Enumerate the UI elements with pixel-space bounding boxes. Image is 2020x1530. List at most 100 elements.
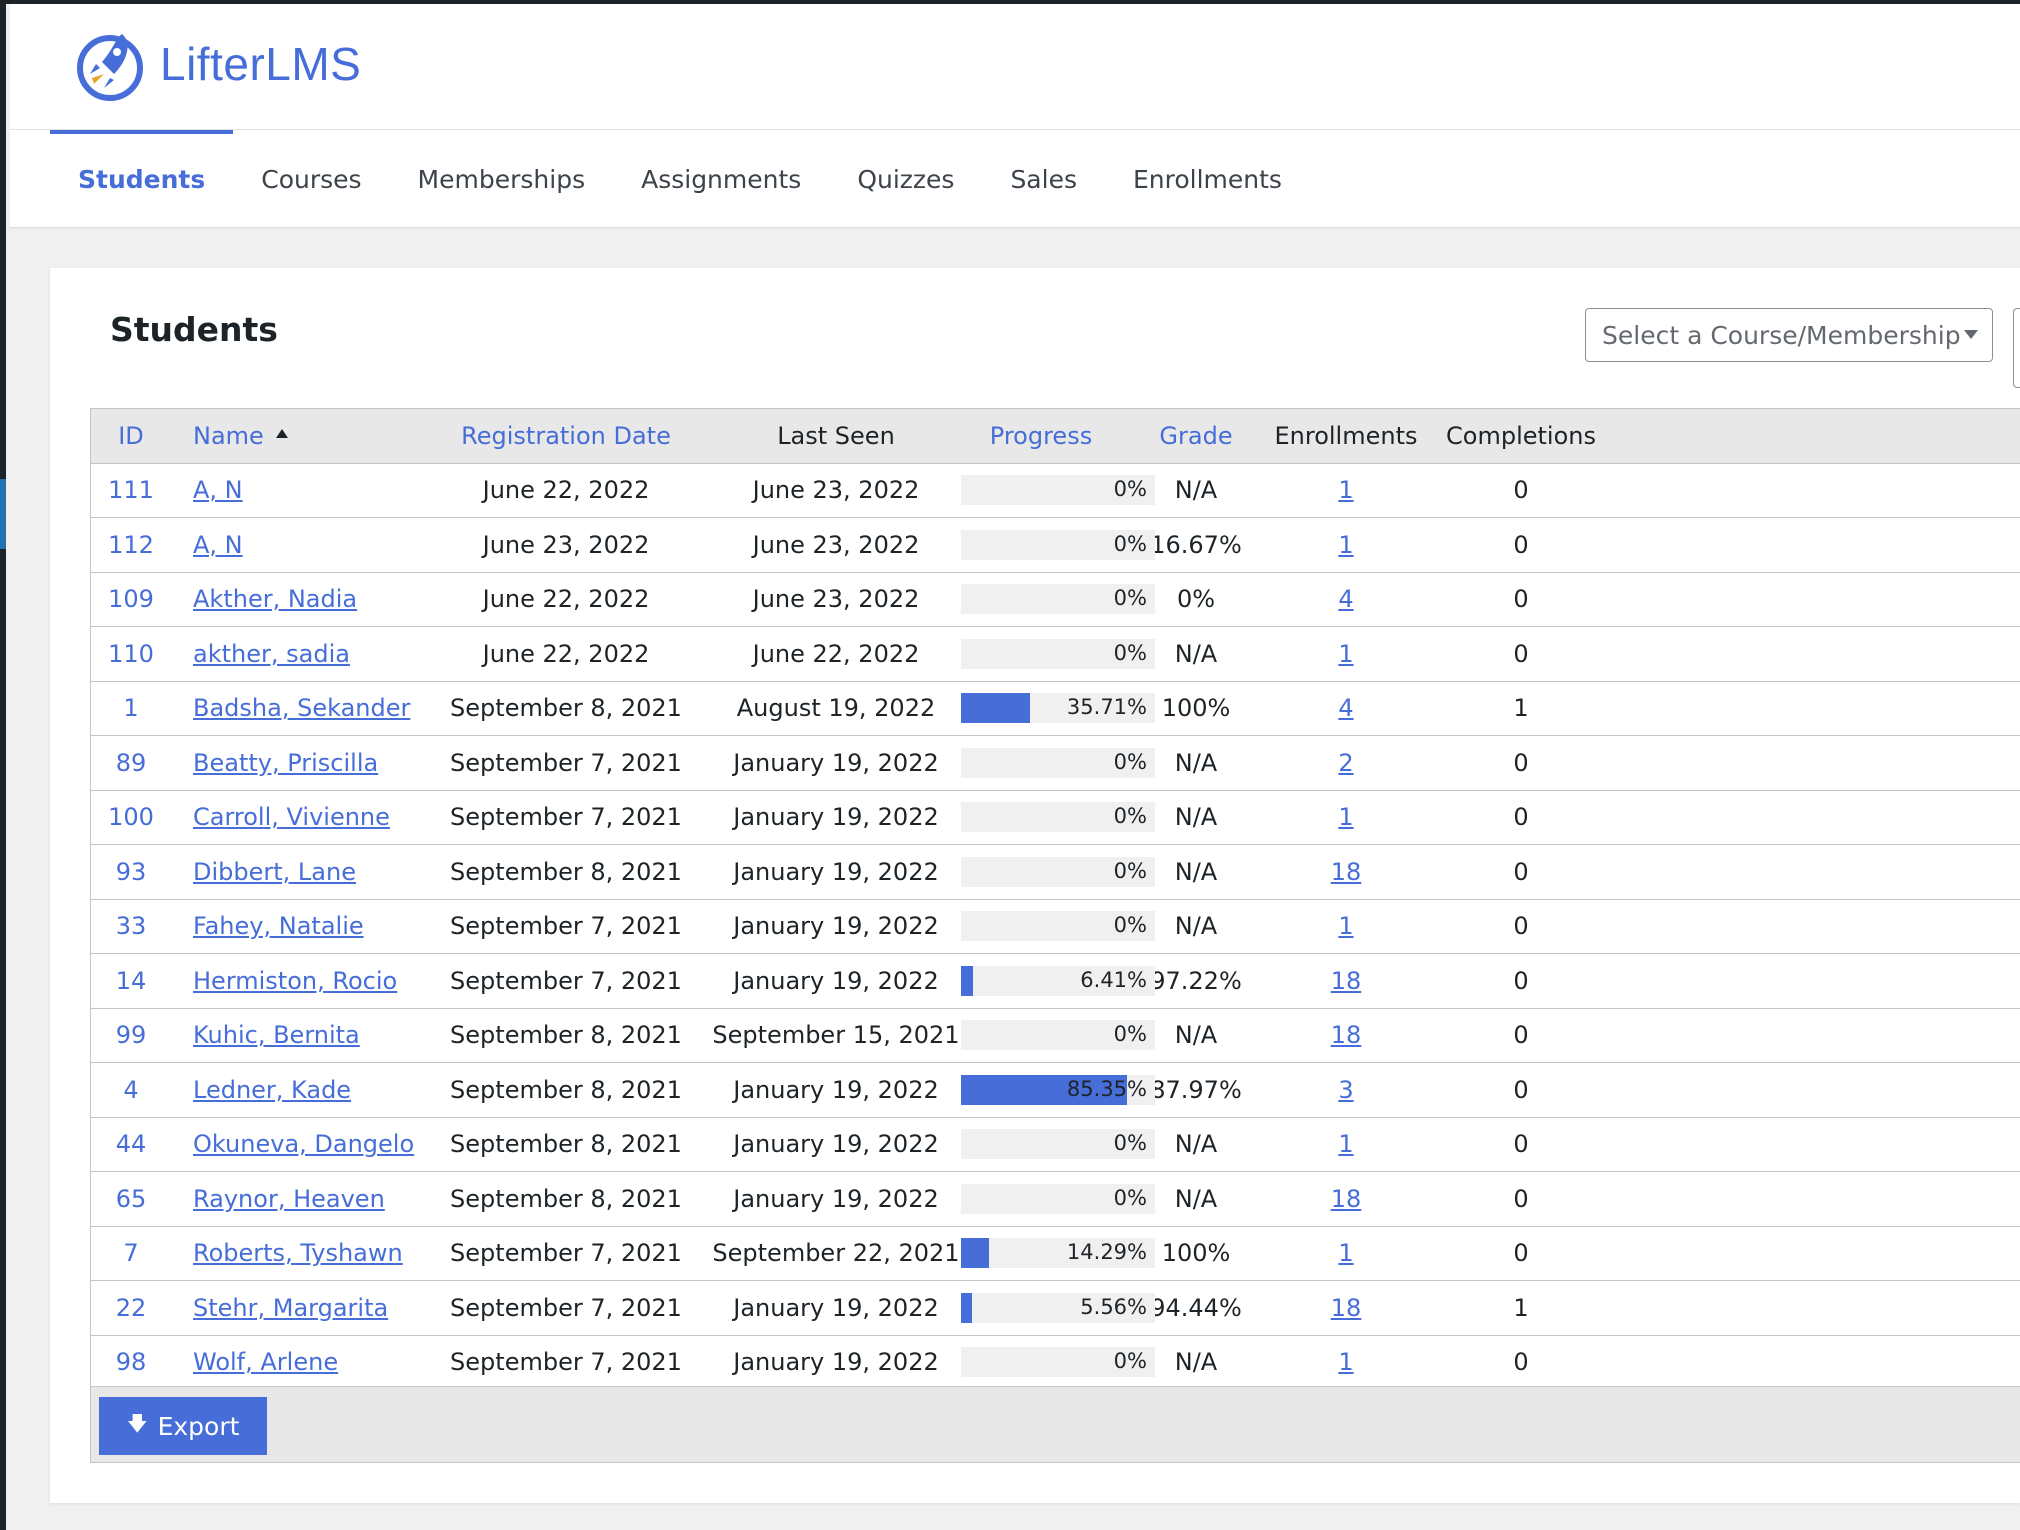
enrollments-link[interactable]: 4 <box>1338 585 1354 614</box>
registration-date: September 7, 2021 <box>450 803 682 832</box>
progress-bar: 0% <box>961 856 1155 887</box>
enrollments-link[interactable]: 18 <box>1330 857 1362 886</box>
student-name-link[interactable]: Carroll, Vivienne <box>193 803 390 832</box>
reports-nav: Students Courses Memberships Assignments Qui… <box>10 130 2020 228</box>
cell-id: 109 <box>91 572 171 627</box>
student-name-link[interactable]: akther, sadia <box>193 639 350 668</box>
cell-grade: 100% <box>1121 1226 1271 1281</box>
progress-value: 0% <box>1113 1185 1147 1210</box>
table-row: 98 Wolf, Arlene September 7, 2021 January 1… <box>91 1335 2020 1390</box>
window-top-border <box>0 0 2020 4</box>
cell-overflow <box>1621 1008 2020 1063</box>
cell-registration-date: September 8, 2021 <box>421 1172 711 1227</box>
last-seen-date: January 19, 2022 <box>733 1293 939 1322</box>
student-name-link[interactable]: Fahey, Natalie <box>193 912 364 941</box>
student-name-link[interactable]: A, N <box>193 530 243 559</box>
student-name-link[interactable]: Stehr, Margarita <box>193 1293 389 1322</box>
cell-progress: 14.29% <box>961 1226 1155 1281</box>
registration-date: June 23, 2022 <box>482 530 650 559</box>
column-header-name-label: Name <box>193 421 264 450</box>
brand-logo[interactable]: LifterLMS <box>70 24 361 104</box>
cell-overflow <box>1621 1335 2020 1390</box>
enrollments-link[interactable]: 18 <box>1330 1021 1362 1050</box>
student-name-link[interactable]: Raynor, Heaven <box>193 1184 385 1213</box>
registration-date: September 8, 2021 <box>450 694 682 723</box>
student-id: 65 <box>115 1184 147 1213</box>
cell-overflow <box>1621 518 2020 573</box>
enrollments-link[interactable]: 2 <box>1338 748 1354 777</box>
cell-enrollments: 1 <box>1271 518 1421 573</box>
enrollments-link[interactable]: 1 <box>1338 639 1354 668</box>
cell-enrollments: 18 <box>1271 1008 1421 1063</box>
enrollments-link[interactable]: 1 <box>1338 912 1354 941</box>
cell-id: 110 <box>91 627 171 682</box>
column-header-id[interactable]: ID <box>91 409 171 464</box>
grade-value: N/A <box>1174 857 1218 886</box>
cell-registration-date: September 8, 2021 <box>421 681 711 736</box>
enrollments-link[interactable]: 18 <box>1330 966 1362 995</box>
column-header-name[interactable]: Name <box>171 409 421 464</box>
date-range-select[interactable] <box>2013 308 2020 388</box>
student-name-link[interactable]: Okuneva, Dangelo <box>193 1130 415 1159</box>
tab-quizzes[interactable]: Quizzes <box>857 164 955 194</box>
enrollments-link[interactable]: 4 <box>1338 694 1354 723</box>
last-seen-date: June 23, 2022 <box>752 530 920 559</box>
enrollments-link[interactable]: 1 <box>1338 476 1354 505</box>
student-name-link[interactable]: Beatty, Priscilla <box>193 748 379 777</box>
course-membership-select[interactable]: Select a Course/Membership <box>1585 308 1993 362</box>
student-name-link[interactable]: Roberts, Tyshawn <box>193 1239 403 1268</box>
admin-sidebar-edge <box>0 0 6 1530</box>
cell-registration-date: September 7, 2021 <box>421 1226 711 1281</box>
enrollments-link[interactable]: 1 <box>1338 803 1354 832</box>
enrollments-link[interactable]: 18 <box>1330 1293 1362 1322</box>
column-header-registration-date[interactable]: Registration Date <box>421 409 711 464</box>
student-id: 109 <box>108 585 154 614</box>
student-id: 100 <box>108 803 154 832</box>
brand-name: LifterLMS <box>160 37 361 91</box>
tab-enrollments[interactable]: Enrollments <box>1132 164 1282 194</box>
student-name-link[interactable]: Badsha, Sekander <box>193 694 411 723</box>
sidebar-collapse-handle[interactable] <box>0 479 6 549</box>
student-id: 99 <box>115 1021 147 1050</box>
tab-sales[interactable]: Sales <box>1010 164 1077 194</box>
enrollments-link[interactable]: 18 <box>1330 1184 1362 1213</box>
cell-registration-date: June 22, 2022 <box>421 463 711 518</box>
column-header-completions: Completions <box>1421 409 1621 464</box>
page-title: Students <box>110 310 278 349</box>
tab-assignments[interactable]: Assignments <box>641 164 802 194</box>
student-name-link[interactable]: Ledner, Kade <box>193 1075 352 1104</box>
completions-value: 0 <box>1513 639 1529 668</box>
student-name-link[interactable]: Wolf, Arlene <box>193 1348 339 1377</box>
tab-students[interactable]: Students <box>50 130 234 228</box>
cell-enrollments: 1 <box>1271 463 1421 518</box>
tab-memberships[interactable]: Memberships <box>417 164 586 194</box>
enrollments-link[interactable]: 3 <box>1338 1075 1354 1104</box>
cell-enrollments: 4 <box>1271 681 1421 736</box>
cell-overflow <box>1621 736 2020 791</box>
student-name-link[interactable]: A, N <box>193 476 243 505</box>
student-name-link[interactable]: Dibbert, Lane <box>193 857 356 886</box>
table-row: 4 Ledner, Kade September 8, 2021 January 19… <box>91 1062 2020 1117</box>
enrollments-link[interactable]: 1 <box>1338 1239 1354 1268</box>
student-name-link[interactable]: Kuhic, Bernita <box>193 1021 360 1050</box>
export-button-label: Export <box>157 1411 240 1441</box>
progress-value: 0% <box>1113 1022 1147 1047</box>
student-id: 110 <box>108 639 154 668</box>
cell-overflow <box>1621 463 2020 518</box>
column-header-progress[interactable]: Progress <box>961 409 1121 464</box>
student-name-link[interactable]: Akther, Nadia <box>193 585 358 614</box>
student-id: 89 <box>115 748 147 777</box>
cell-id: 7 <box>91 1226 171 1281</box>
enrollments-link[interactable]: 1 <box>1338 1130 1354 1159</box>
cell-last-seen: June 23, 2022 <box>711 518 961 573</box>
progress-value: 6.41% <box>1080 967 1147 992</box>
enrollments-link[interactable]: 1 <box>1338 1348 1354 1377</box>
grade-value: N/A <box>1174 476 1218 505</box>
export-button[interactable]: 🡇 Export <box>99 1397 268 1455</box>
column-header-grade[interactable]: Grade <box>1121 409 1271 464</box>
student-name-link[interactable]: Hermiston, Rocio <box>193 966 398 995</box>
enrollments-link[interactable]: 1 <box>1338 530 1354 559</box>
column-header-last-seen-label: Last Seen <box>777 421 895 450</box>
tab-courses[interactable]: Courses <box>261 164 362 194</box>
completions-value: 1 <box>1513 1293 1529 1322</box>
